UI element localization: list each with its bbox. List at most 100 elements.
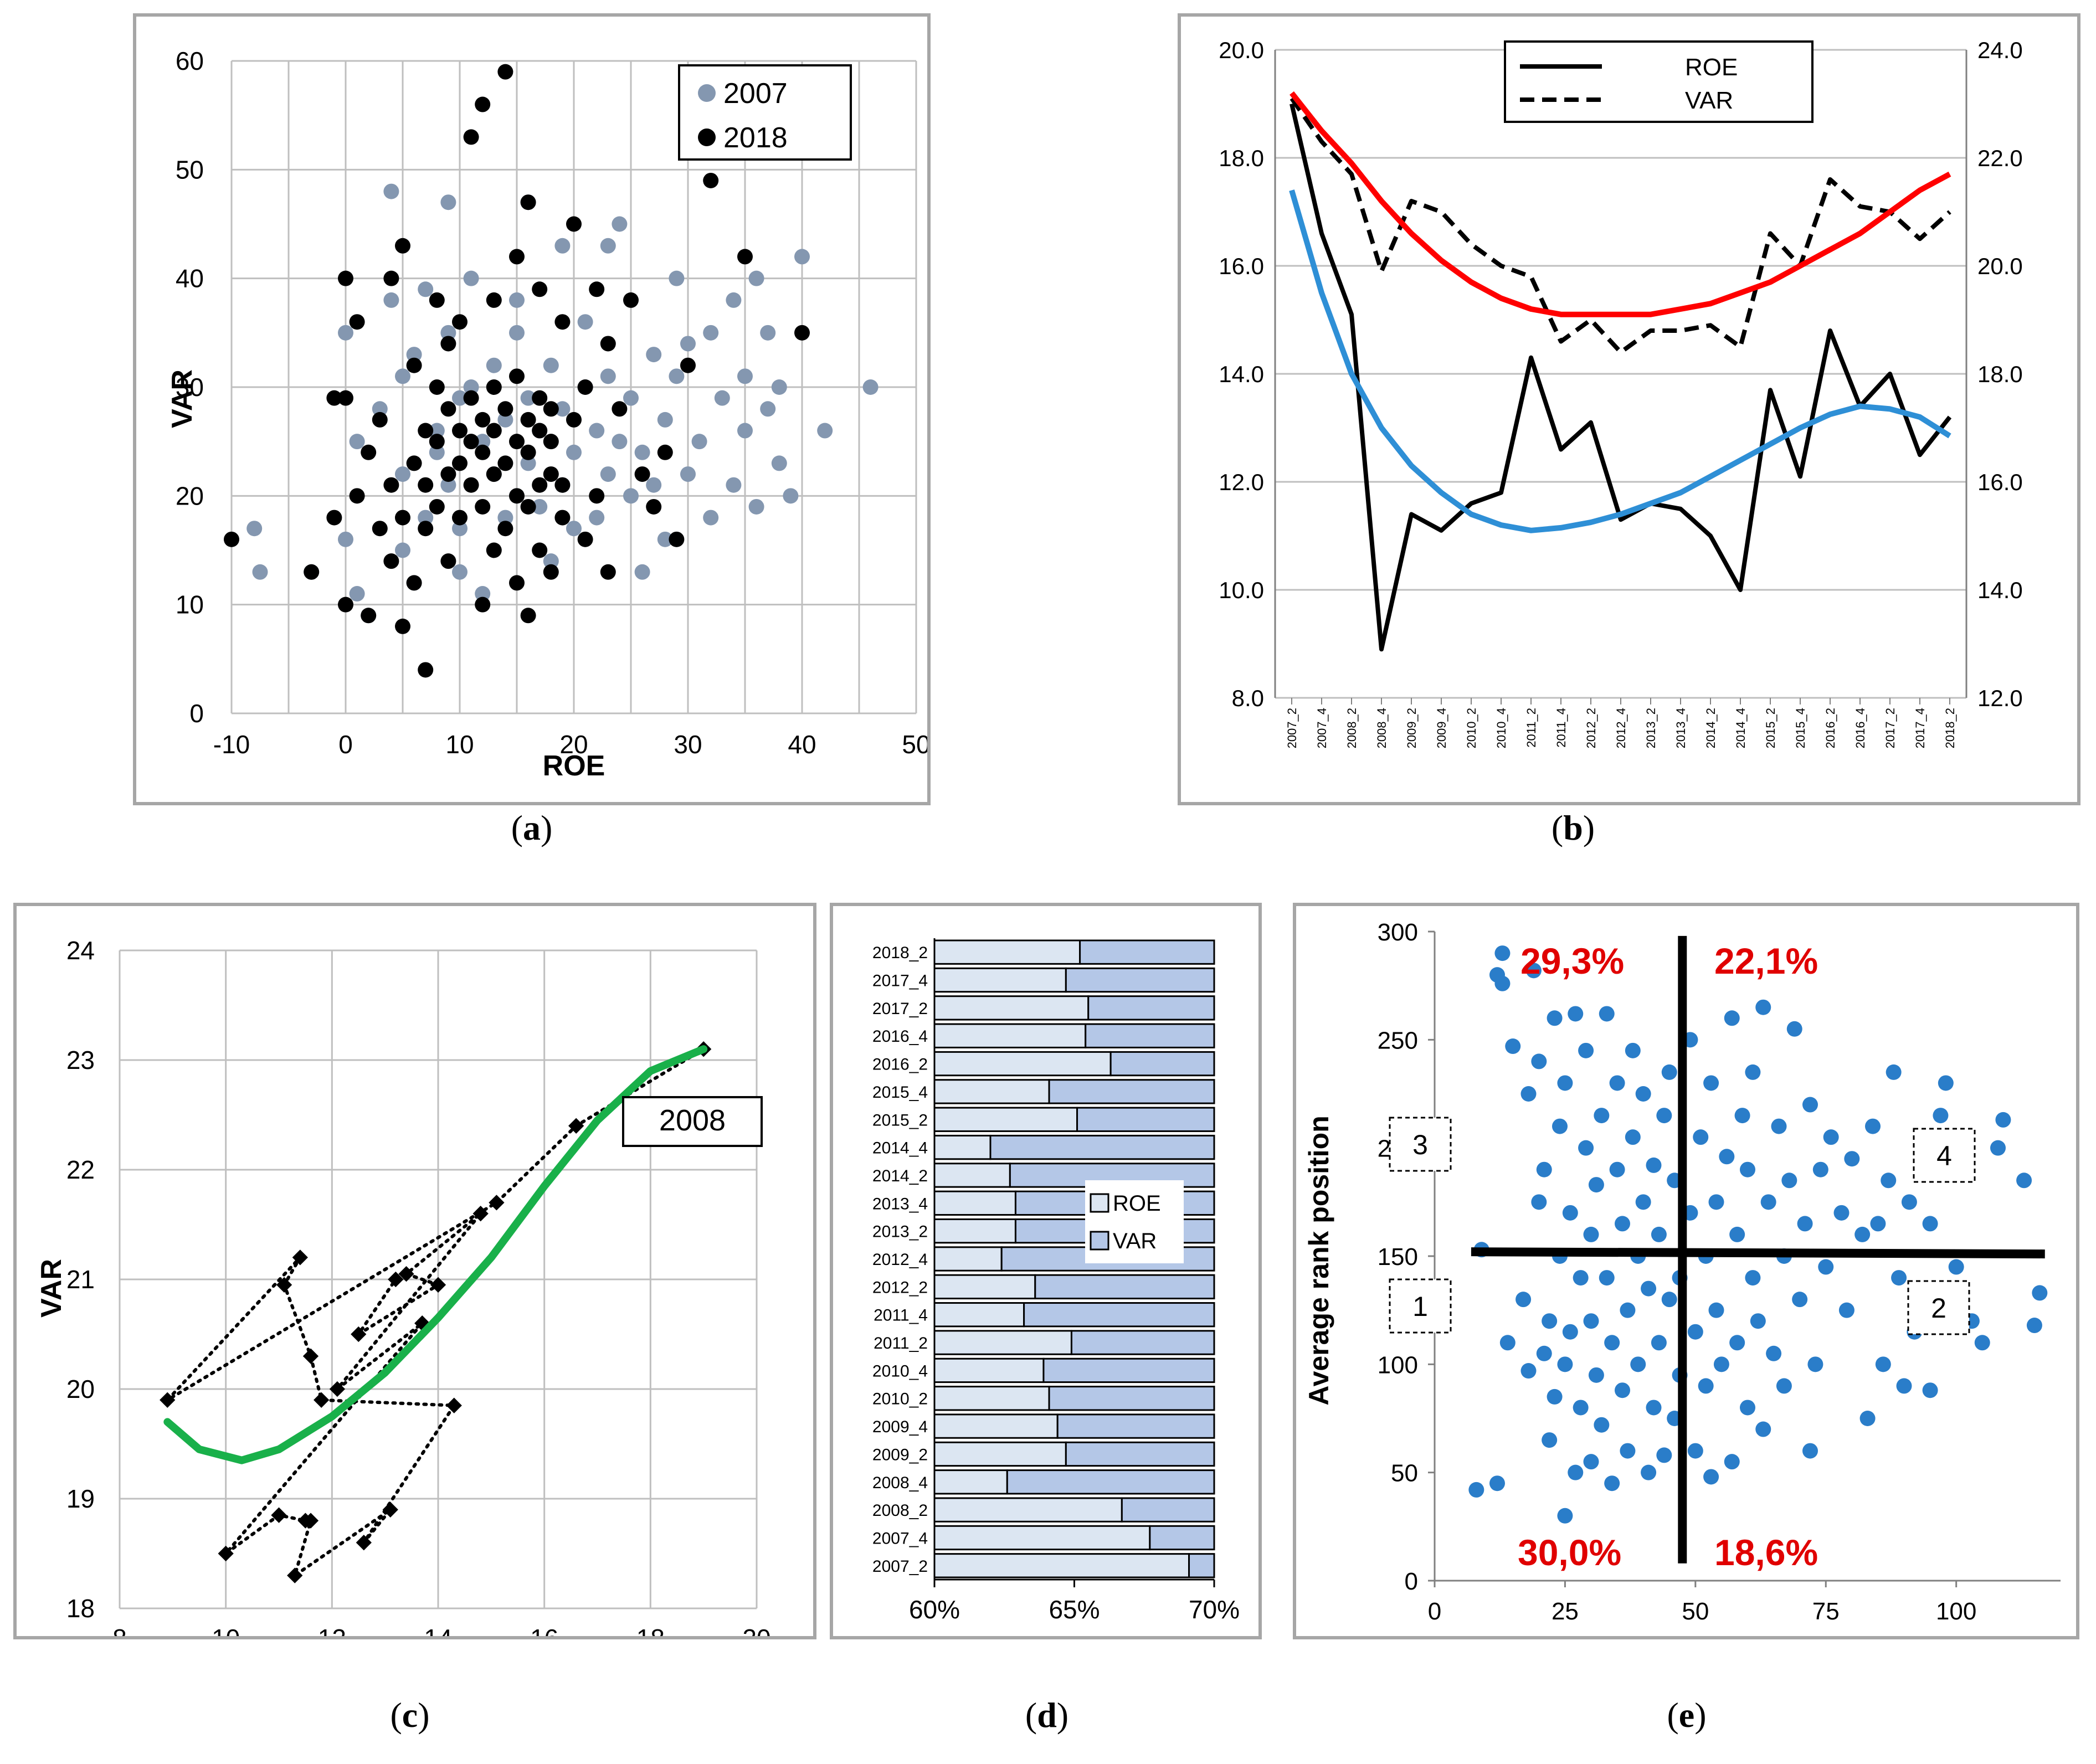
quadrant-label: 1 bbox=[1412, 1291, 1428, 1322]
y-tick-label: 250 bbox=[1378, 1027, 1418, 1054]
data-point-2007 bbox=[429, 423, 445, 439]
category-label: 2016_4 bbox=[872, 1027, 928, 1046]
data-point-2007 bbox=[395, 542, 410, 558]
data-point-2007 bbox=[817, 423, 833, 439]
data-point-2018 bbox=[383, 477, 399, 493]
legend-marker-2018 bbox=[698, 128, 716, 146]
data-point-2007 bbox=[497, 412, 513, 428]
data-point-2007 bbox=[338, 325, 353, 341]
path-marker bbox=[388, 1271, 404, 1288]
bar-segment-roe bbox=[933, 1386, 1050, 1411]
data-point-2018 bbox=[349, 314, 365, 330]
bar-segment-var bbox=[1034, 1274, 1215, 1300]
data-point-2018 bbox=[463, 390, 479, 406]
data-point-2018 bbox=[520, 608, 536, 624]
data-point-2018 bbox=[429, 379, 445, 395]
caption-b: (b) bbox=[1551, 808, 1595, 847]
category-label: 2009_4 bbox=[872, 1418, 928, 1436]
x-tick-label: 50 bbox=[902, 730, 927, 759]
data-point-2018 bbox=[532, 390, 548, 406]
data-point bbox=[1901, 1194, 1917, 1210]
data-point-2007 bbox=[463, 379, 479, 395]
data-point-2007 bbox=[349, 434, 365, 450]
data-point-2018 bbox=[418, 423, 434, 439]
data-point-2007 bbox=[703, 325, 719, 341]
data-point-2007 bbox=[634, 444, 650, 460]
y-tick-label-left: 10.0 bbox=[1219, 577, 1264, 603]
y-tick-label-left: 8.0 bbox=[1232, 685, 1264, 711]
chart-panel-c: 8 10 12 14 16 18 20 18 19 20 21 22 23 24 ROE VAR 2008 bbox=[13, 903, 816, 1639]
data-point-2018 bbox=[395, 238, 410, 254]
data-point-2007 bbox=[440, 477, 456, 493]
data-point-2007 bbox=[509, 292, 525, 308]
bar-segment-roe bbox=[933, 1134, 992, 1160]
y-tick-label-right: 12.0 bbox=[1977, 685, 2023, 711]
bar-segment-var bbox=[1085, 1023, 1215, 1048]
quadrant-percent: 22,1% bbox=[1714, 940, 1818, 981]
quadrant-percent: 30,0% bbox=[1518, 1532, 1621, 1573]
data-point-2007 bbox=[634, 564, 650, 580]
y-tick-label: 0 bbox=[189, 699, 204, 728]
divider-horizontal bbox=[1471, 1247, 2045, 1259]
chart-panel-d: 2018_2 2017_4 2017_2 2016_4 2016_2 2015_4 2015… bbox=[830, 903, 1262, 1639]
data-point-2018 bbox=[418, 477, 434, 493]
bar-segment-roe bbox=[933, 967, 1067, 993]
data-point-2007 bbox=[748, 498, 764, 515]
data-point-2018 bbox=[475, 498, 491, 515]
data-point-2018 bbox=[532, 281, 548, 297]
x-axis-label: ROE bbox=[407, 1631, 469, 1636]
data-point-2007 bbox=[509, 325, 525, 341]
data-point bbox=[1604, 1335, 1620, 1351]
data-point-2018 bbox=[383, 553, 399, 569]
data-point bbox=[1661, 1292, 1677, 1308]
data-point bbox=[1635, 1194, 1651, 1210]
data-point bbox=[1859, 1411, 1876, 1426]
bar-segment-var bbox=[1076, 1107, 1215, 1132]
y-tick-label: 50 bbox=[176, 155, 204, 184]
bar-segment-var bbox=[1087, 995, 1215, 1021]
data-point bbox=[1802, 1443, 1818, 1459]
category-label: 2017_2 bbox=[872, 1000, 928, 1018]
data-point bbox=[1771, 1118, 1787, 1134]
series-stocks bbox=[1468, 945, 2048, 1524]
series-line-trend-2 bbox=[1290, 91, 1951, 317]
data-point-2018 bbox=[520, 444, 536, 460]
quadrant-label-box bbox=[1389, 1278, 1452, 1334]
data-point-2007 bbox=[440, 325, 456, 341]
data-point-2018 bbox=[497, 455, 513, 471]
bar-segment-roe bbox=[933, 995, 1090, 1021]
data-point-2018 bbox=[509, 575, 525, 591]
data-point bbox=[1693, 1129, 1709, 1145]
x-tick-label: 2017_2 bbox=[1883, 708, 1897, 748]
y-tick-label: 19 bbox=[66, 1484, 95, 1513]
data-point-2018 bbox=[429, 292, 445, 308]
data-point bbox=[1781, 1172, 1797, 1189]
data-point-2007 bbox=[475, 434, 491, 450]
path-marker bbox=[329, 1381, 346, 1397]
path-marker bbox=[446, 1397, 462, 1413]
y-tick-label-right: 14.0 bbox=[1977, 577, 2023, 603]
data-point-2018 bbox=[669, 531, 685, 547]
data-point bbox=[1594, 1108, 1610, 1124]
bar-segment-roe bbox=[933, 1274, 1036, 1300]
bar-segment-roe bbox=[933, 1497, 1123, 1523]
x-tick-label: 50 bbox=[1682, 1598, 1709, 1625]
x-tick-label: 20 bbox=[559, 730, 588, 759]
data-point-2007 bbox=[577, 314, 593, 330]
y-tick-label: 22 bbox=[66, 1155, 95, 1184]
data-point bbox=[1531, 1194, 1547, 1210]
data-point-2018 bbox=[486, 292, 502, 308]
caption-e: (e) bbox=[1667, 1695, 1707, 1735]
x-tick-label: 2012_2 bbox=[1584, 708, 1598, 748]
data-point-2018 bbox=[486, 423, 502, 439]
data-point bbox=[1494, 975, 1511, 991]
data-point bbox=[1516, 1292, 1532, 1308]
data-point-2018 bbox=[326, 390, 342, 406]
data-point bbox=[1750, 1313, 1766, 1329]
x-tick-label: -10 bbox=[213, 730, 250, 759]
bar-segment-var bbox=[1048, 1079, 1215, 1104]
data-point-2007 bbox=[657, 531, 673, 547]
data-point-2018 bbox=[475, 412, 491, 428]
data-point bbox=[1719, 1149, 1735, 1165]
data-point bbox=[1547, 1388, 1563, 1405]
